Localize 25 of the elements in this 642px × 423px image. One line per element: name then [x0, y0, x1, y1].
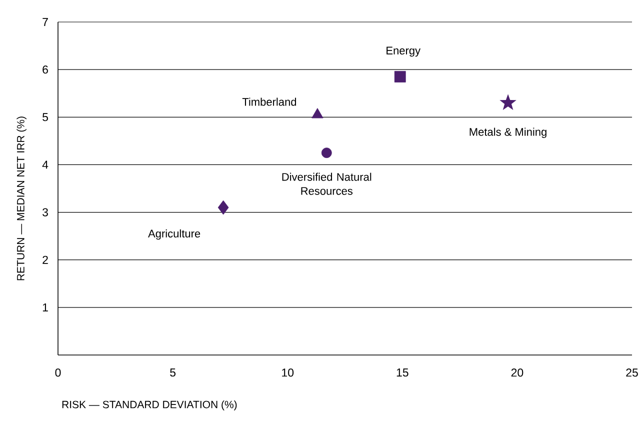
x-tick-label: 5	[170, 368, 176, 377]
text: Agriculture	[148, 229, 200, 240]
y-axis-title: RETURN — MEDIAN NET IRR (%)	[16, 116, 26, 280]
x-tick-label: 15	[396, 368, 408, 377]
y-tick-label: 6	[42, 66, 48, 74]
y-tick-label: 7	[42, 18, 48, 26]
x-tick-label: 10	[282, 368, 294, 377]
x-tick-label: 0	[55, 368, 61, 377]
y-tick-label: 2	[42, 256, 48, 264]
y-tick-label: 4	[42, 160, 48, 169]
x-tick-label: 20	[511, 368, 524, 377]
y-tick-label: 5	[42, 113, 48, 122]
y-tick-label: 1	[42, 303, 48, 312]
text: Metals & Mining	[470, 128, 546, 138]
y-tick-label: 3	[42, 208, 48, 216]
point	[394, 71, 406, 82]
text: Diversified Natural Resources	[282, 172, 372, 195]
point	[321, 148, 332, 158]
series-label: Energy	[386, 46, 421, 57]
x-axis-title: RISK — STANDARD DEVIATION (%)	[62, 400, 237, 410]
point	[218, 200, 229, 215]
point	[500, 94, 516, 110]
x-tick-label: 25	[626, 368, 638, 377]
series-label: Timberland	[242, 98, 296, 106]
point	[312, 108, 324, 118]
